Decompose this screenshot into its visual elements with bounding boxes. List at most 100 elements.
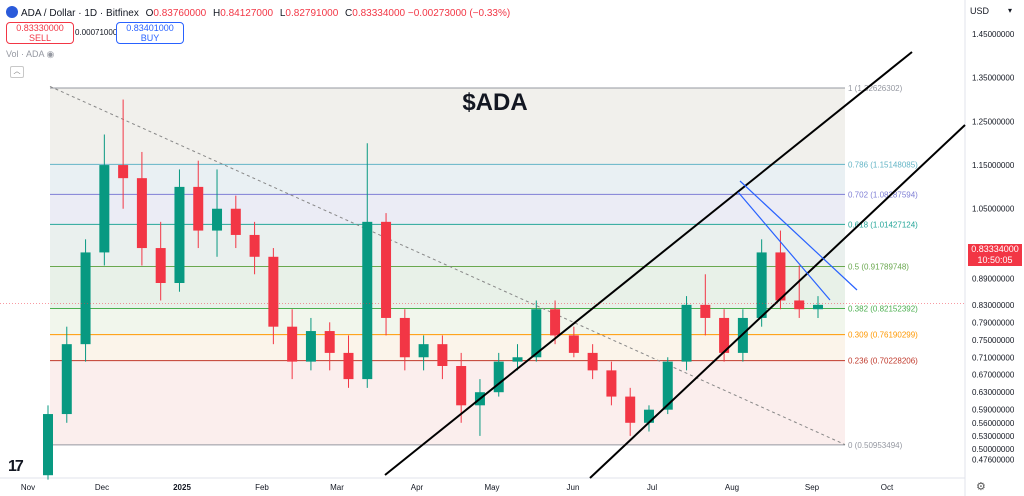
candle-body[interactable] (99, 165, 110, 253)
candle-body[interactable] (625, 396, 636, 423)
x-tick-label: Jul (647, 483, 657, 492)
volume-label: Vol · ADA (6, 49, 45, 59)
candle-body[interactable] (418, 344, 429, 358)
candle-body[interactable] (305, 331, 316, 362)
candle-body[interactable] (399, 317, 410, 358)
currency-selector[interactable]: USD (970, 6, 990, 16)
candle-body[interactable] (193, 186, 204, 231)
candle-body[interactable] (249, 234, 260, 257)
candle-body[interactable] (568, 335, 579, 353)
x-tick-label: Dec (95, 483, 109, 492)
candle-body[interactable] (531, 309, 542, 358)
candle-body[interactable] (813, 304, 823, 310)
candle-body[interactable] (775, 252, 786, 301)
candle-body[interactable] (268, 256, 279, 327)
candle-body[interactable] (493, 361, 504, 393)
y-tick-label: 0.75000000 (972, 336, 1015, 345)
candle-body[interactable] (756, 252, 767, 318)
fib-zone (50, 88, 845, 165)
fib-level-label: 0.618 (1.01427124) (848, 220, 918, 229)
x-tick-label: Nov (21, 483, 35, 492)
sell-label: SELL (28, 33, 52, 43)
settings-gear-icon[interactable]: ⚙ (976, 481, 986, 493)
candle-body[interactable] (324, 331, 335, 353)
y-tick-label: 1.15000000 (972, 161, 1015, 170)
chevron-down-icon[interactable]: ▾ (1008, 6, 1013, 15)
candle-body[interactable] (230, 208, 241, 235)
open-value: 0.83760000 (153, 8, 207, 19)
y-tick-label: 0.59000000 (972, 406, 1015, 415)
fib-zone (50, 224, 845, 267)
y-tick-label: 0.71000000 (972, 353, 1015, 362)
low-value: 0.82791000 (285, 8, 339, 19)
candle-body[interactable] (287, 326, 298, 362)
x-tick-label: Oct (881, 483, 894, 492)
fib-level-label: 0.309 (0.76190299) (848, 331, 918, 340)
candle-body[interactable] (43, 414, 53, 476)
candle-body[interactable] (212, 208, 223, 231)
candle-body[interactable] (456, 366, 467, 406)
candle-body[interactable] (61, 344, 72, 415)
close-value: 0.83334000 (352, 8, 406, 19)
ada-logo-icon (6, 6, 18, 18)
channel-lower-line[interactable] (589, 124, 966, 479)
sell-price: 0.83330000 (16, 23, 64, 33)
sell-button[interactable]: 0.83330000 SELL (6, 22, 74, 44)
candle-body[interactable] (681, 304, 692, 362)
y-tick-label: 0.89000000 (972, 275, 1015, 284)
candle-body[interactable] (700, 304, 711, 318)
fib-level-label: 0 (0.50953494) (848, 441, 903, 450)
countdown: 10:50:05 (977, 255, 1013, 265)
high-value: 0.84127000 (220, 8, 274, 19)
y-tick-label: 1.25000000 (972, 117, 1015, 126)
candle-body[interactable] (118, 165, 129, 179)
tradingview-logo-icon[interactable]: 17 (8, 458, 24, 475)
fib-zone (50, 308, 845, 335)
candle-body[interactable] (550, 309, 561, 336)
fib-level-label: 0.236 (0.70228206) (848, 357, 918, 366)
y-tick-label: 0.53000000 (972, 432, 1015, 441)
collapse-chevron-icon[interactable]: ︿ (10, 66, 24, 78)
candle-body[interactable] (155, 248, 166, 283)
chart-title: $ADA (462, 89, 527, 116)
candle-body[interactable] (719, 317, 730, 353)
y-tick-label: 1.45000000 (972, 30, 1015, 39)
buy-label: BUY (140, 33, 160, 43)
candle-body[interactable] (80, 252, 91, 345)
fib-level-label: 0.5 (0.91789748) (848, 262, 909, 271)
candle-body[interactable] (437, 344, 448, 366)
close-label: C (345, 8, 353, 19)
candle-body[interactable] (136, 178, 147, 249)
candle-body[interactable] (587, 352, 598, 371)
candle-body[interactable] (381, 221, 392, 318)
blue-channel-lower[interactable] (737, 191, 831, 301)
channel-upper-line[interactable] (384, 51, 913, 476)
candle-body[interactable] (343, 352, 354, 380)
y-tick-label: 0.47600000 (972, 455, 1015, 464)
candle-body[interactable] (794, 300, 805, 310)
candle-body[interactable] (662, 361, 673, 410)
x-tick-label: May (484, 483, 499, 492)
blue-channel-upper[interactable] (739, 180, 858, 291)
downtrend-dashed-line[interactable] (49, 85, 846, 446)
volume-indicator-label[interactable]: Vol · ADA ◉ (6, 49, 54, 60)
fib-level-label: 0.786 (1.15148085) (848, 160, 918, 169)
candle-body[interactable] (606, 370, 617, 397)
fib-zone (50, 164, 845, 195)
y-tick-label: 1.05000000 (972, 205, 1015, 214)
candle-body[interactable] (362, 221, 373, 380)
high-label: H (213, 8, 221, 19)
candle-body[interactable] (174, 186, 185, 283)
x-tick-label: 2025 (173, 483, 191, 492)
symbol-title[interactable]: ADA / Dollar · 1D · Bitfinex (21, 8, 139, 19)
fib-level-label: 1 (1.32626302) (848, 84, 903, 93)
eye-icon[interactable]: ◉ (46, 49, 55, 59)
candle-body[interactable] (643, 409, 654, 423)
candle-body[interactable] (512, 357, 523, 362)
fib-zone (50, 266, 845, 309)
buy-button[interactable]: 0.83401000 BUY (116, 22, 184, 44)
y-tick-label: 0.79000000 (972, 318, 1015, 327)
x-tick-label: Mar (330, 483, 344, 492)
spread-value: 0.00071000 (75, 28, 118, 37)
